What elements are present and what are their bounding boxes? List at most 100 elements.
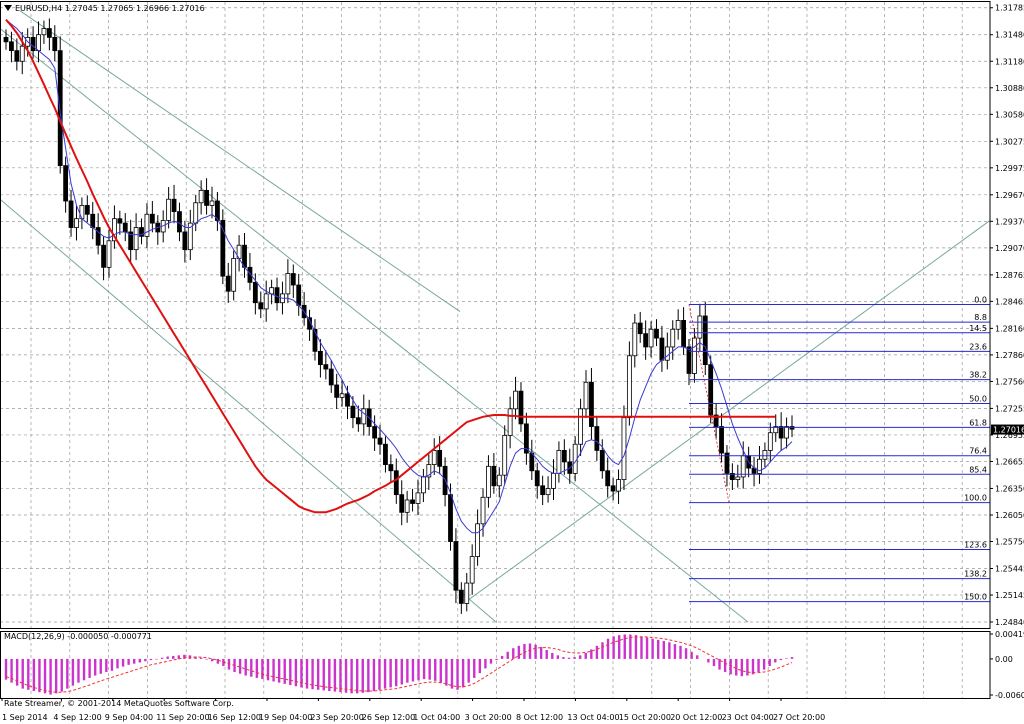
fibonacci-levels: 0.0 8.8 14.5 23.6 38.2 50.0 61.8 76.4 85.4 100.0 1… [688, 295, 990, 603]
candle-body [431, 450, 437, 465]
candle-body [534, 470, 540, 487]
price-tick-label: 1.29670 [995, 191, 1024, 200]
fib-level-label: 14.5 [969, 324, 987, 333]
candle-body [122, 222, 128, 233]
fib-level-label: 50.0 [969, 395, 987, 404]
channel-mid-line [19, 10, 461, 312]
candle-body [204, 189, 209, 206]
candle-body [231, 258, 237, 292]
candle-body [729, 473, 735, 481]
candle-body [258, 302, 264, 310]
candle-body [30, 36, 36, 52]
candle-body [670, 328, 676, 348]
fib-level-label: 8.8 [974, 313, 987, 322]
candle-body [317, 350, 323, 366]
candle-body [513, 390, 518, 410]
candle-body [632, 322, 638, 357]
fib-level-label: 76.4 [969, 447, 987, 456]
macd-tick-label: 0.004192 [995, 630, 1024, 639]
fib-level-label: 123.6 [964, 540, 987, 549]
candle-body [523, 423, 529, 454]
macd-signal-line [5, 636, 793, 693]
candle-body [762, 450, 768, 460]
candle-body [101, 244, 106, 268]
candle-body [57, 50, 63, 167]
copyright-text: Rate Streamer, © 2001-2014 MetaQuotes So… [4, 699, 234, 708]
price-tick-label: 1.25445 [995, 564, 1024, 573]
macd-tick-label: -0.006076 [995, 691, 1024, 700]
candle-body [767, 432, 773, 451]
candle-body [724, 452, 730, 474]
candle-body [220, 220, 226, 277]
price-tick-label: 1.29975 [995, 164, 1024, 173]
candle-body [36, 34, 41, 52]
candle-body [171, 198, 177, 213]
candle-body [561, 450, 567, 463]
candle-body [475, 523, 481, 557]
candle-body [757, 458, 762, 474]
candle-body [52, 36, 58, 52]
candle-body [437, 450, 443, 467]
fib-level-label: 38.2 [969, 371, 987, 380]
channel-lower-line [0, 198, 497, 623]
candle-body [605, 470, 611, 487]
candle-body [415, 492, 421, 504]
fib-level-label: 61.8 [969, 418, 987, 427]
candle-body [637, 322, 643, 335]
macd-frame [0, 631, 991, 699]
price-tick-label: 1.31480 [995, 31, 1024, 40]
candle-body [350, 405, 356, 419]
candle-body [334, 384, 340, 398]
fib-level-label: 100.0 [964, 494, 987, 503]
time-tick-label: 23 Sep 20:00 [310, 713, 363, 722]
candle-body [187, 222, 193, 251]
candle-body [529, 452, 535, 472]
channel-upper-line [0, 28, 749, 623]
candle-body [274, 287, 280, 304]
candle-body [702, 315, 708, 366]
time-tick-label: 20 Oct 12:00 [670, 713, 722, 722]
time-tick-label: 9 Sep 04:00 [105, 713, 153, 722]
macd-panel [4, 634, 794, 695]
candle-body [692, 337, 697, 374]
price-tick-label: 1.26350 [995, 484, 1024, 493]
candle-body [252, 281, 258, 304]
time-tick-label: 27 Oct 20:00 [773, 713, 825, 722]
candle-body [610, 485, 616, 492]
candle-body [117, 218, 123, 224]
candle-body [209, 200, 215, 206]
triangle-down-icon[interactable] [4, 5, 12, 11]
candle-body [290, 273, 296, 286]
candle-body [106, 240, 112, 268]
candle-body [112, 218, 117, 242]
candle-body [68, 200, 74, 228]
candle-body [626, 355, 632, 419]
candle-body [599, 450, 605, 472]
current-price-label: 1.27016 [993, 426, 1024, 435]
candle-body [426, 464, 432, 478]
price-tick-label: 1.25145 [995, 591, 1024, 600]
candle-body [41, 28, 47, 36]
time-tick-label: 26 Sep 12:00 [362, 713, 415, 722]
candle-body [149, 213, 155, 224]
price-tick-label: 1.25750 [995, 538, 1024, 547]
time-tick-label: 8 Oct 12:00 [516, 713, 563, 722]
time-tick-label: 19 Sep 04:00 [259, 713, 312, 722]
price-tick-label: 1.29070 [995, 244, 1024, 253]
macd-tick-label: 0.00 [995, 655, 1013, 664]
candle-body [383, 443, 388, 465]
candle-body [453, 541, 459, 591]
candle-body [578, 408, 583, 445]
candle-body [166, 198, 172, 221]
price-tick-label: 1.27560 [995, 377, 1024, 386]
fib-level-label: 138.2 [964, 570, 987, 579]
candle-body [355, 417, 361, 425]
candle-body [285, 273, 291, 295]
candle-body [480, 496, 486, 525]
time-tick-label: 4 Sep 12:00 [53, 713, 101, 722]
candle-body [502, 434, 508, 476]
candle-body [90, 213, 96, 228]
candle-body [735, 476, 741, 481]
fib-level-label: 85.4 [969, 465, 987, 474]
